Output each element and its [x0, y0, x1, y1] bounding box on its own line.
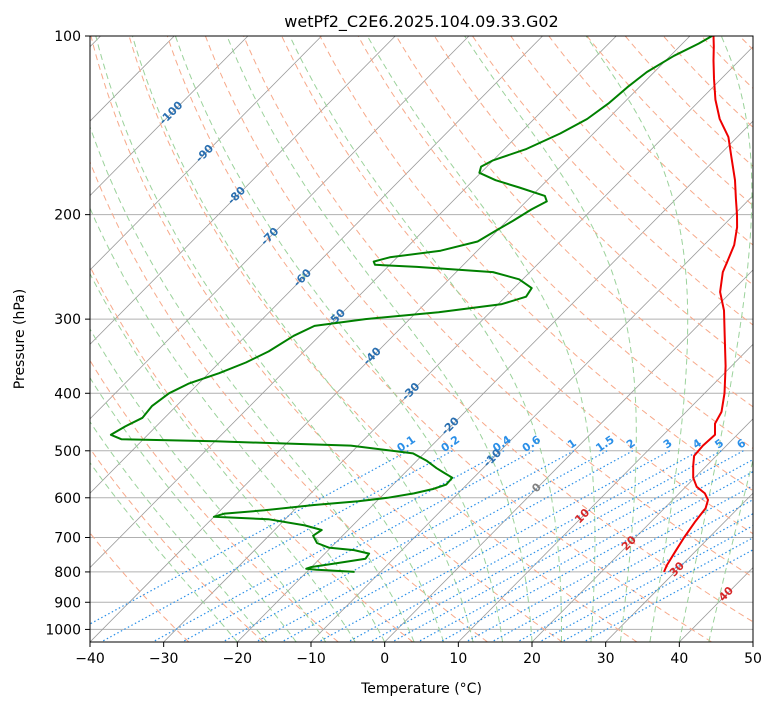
dry-adiabats	[90, 36, 753, 642]
isobar-grid	[90, 36, 753, 630]
moist-adiabat	[90, 125, 415, 642]
dry-adiabat	[204, 36, 753, 623]
x-axis-title: Temperature (°C)	[360, 681, 482, 697]
moist-adiabat	[708, 457, 753, 642]
dry-adiabat	[90, 265, 414, 642]
y-tick-label: 800	[54, 565, 81, 581]
temperature-trace	[663, 36, 739, 573]
moist-adiabat	[585, 36, 689, 642]
x-tick-label: −20	[223, 651, 253, 667]
y-tick-label: 600	[54, 491, 81, 507]
x-tick-label: 10	[449, 651, 467, 667]
moist-adiabat	[366, 36, 596, 642]
mixing-ratio-line	[152, 450, 505, 642]
moist-adiabat	[678, 36, 753, 642]
chart-title: wetPf2_C2E6.2025.104.09.33.G02	[284, 12, 558, 32]
mixing-ratio-line	[491, 499, 753, 642]
moist-adiabat	[464, 36, 637, 642]
moist-adiabat	[95, 36, 445, 642]
isotherm-line	[90, 36, 617, 569]
mixing-ratio-line	[347, 450, 700, 642]
profile-traces	[109, 36, 739, 573]
x-tick-label: −10	[296, 651, 326, 667]
isotherm-line	[531, 418, 753, 642]
mixing-ratio-line	[539, 525, 753, 642]
moist-adiabat	[90, 421, 268, 642]
mixing-ratio-line	[417, 458, 753, 642]
x-tick-label: −40	[75, 651, 105, 667]
isotherm-line	[90, 36, 470, 420]
y-tick-label: 200	[54, 208, 81, 224]
dry-adiabat	[90, 447, 264, 642]
y-tick-label: 100	[54, 29, 81, 45]
dry-adiabat	[90, 36, 563, 642]
dry-adiabat	[90, 359, 339, 642]
mixing-ratio-line	[90, 450, 409, 625]
y-tick-label: 500	[54, 444, 81, 460]
dewpoint-trace	[109, 36, 713, 573]
background-lines	[90, 36, 753, 642]
isotherm-line	[458, 343, 753, 642]
moist-adiabat	[90, 207, 386, 642]
y-tick-label: 300	[54, 312, 81, 328]
mixing-ratio-line	[222, 450, 575, 642]
moist-adiabat	[131, 36, 474, 642]
isotherm-line	[90, 36, 543, 494]
mixing-ratio-line	[281, 450, 634, 642]
dry-adiabat	[128, 36, 638, 642]
x-tick-label: 0	[380, 651, 389, 667]
mixing-ratio-line	[100, 450, 453, 642]
moist-adiabat	[90, 376, 297, 642]
moist-adiabat	[90, 461, 238, 642]
mixing-ratio-line	[391, 450, 744, 642]
x-tick-label: −30	[149, 651, 179, 667]
y-tick-label: 700	[54, 531, 81, 547]
mixing-ratio-line	[369, 450, 722, 642]
isotherm-line	[384, 269, 753, 642]
moist-adiabat	[226, 36, 533, 642]
x-tick-label: 20	[523, 651, 541, 667]
isotherm-line	[90, 36, 691, 642]
mixing-ratio-line	[439, 470, 753, 642]
mixing-ratio-line	[318, 450, 671, 642]
dry-adiabat	[90, 160, 488, 642]
isotherm-line	[237, 120, 753, 642]
x-tick-label: 40	[670, 651, 688, 667]
isotherm-line	[90, 36, 322, 271]
mixing-ratio-line	[255, 450, 608, 642]
y-tick-label: 900	[54, 595, 81, 611]
mixing-ratio-line	[561, 537, 753, 642]
dry-adiabat	[510, 36, 753, 286]
moist-adiabat	[289, 36, 562, 642]
y-tick-label: 1000	[45, 622, 81, 638]
mixing-ratio-line	[465, 484, 753, 642]
moist-adiabat	[90, 272, 356, 642]
mixing-ratio-line	[181, 450, 534, 642]
mixing-ratio-line	[516, 513, 753, 642]
mixing-ratio-lines	[90, 450, 753, 642]
x-tick-label: 50	[744, 651, 762, 667]
isotherm-line	[605, 492, 753, 642]
axes: −40 −30 −20 −10 0 10 20 30 40 50 100 200 300 400 500 60…	[45, 29, 762, 667]
y-axis-title: Pressure (hPa)	[12, 289, 28, 389]
isotherm-line	[90, 36, 249, 197]
moist-adiabat	[90, 328, 327, 642]
mixing-ratio-line	[583, 549, 753, 642]
y-tick-label: 400	[54, 386, 81, 402]
isotherm-line	[163, 46, 753, 642]
plot-frame	[89, 35, 754, 643]
x-tick-label: 30	[597, 651, 615, 667]
